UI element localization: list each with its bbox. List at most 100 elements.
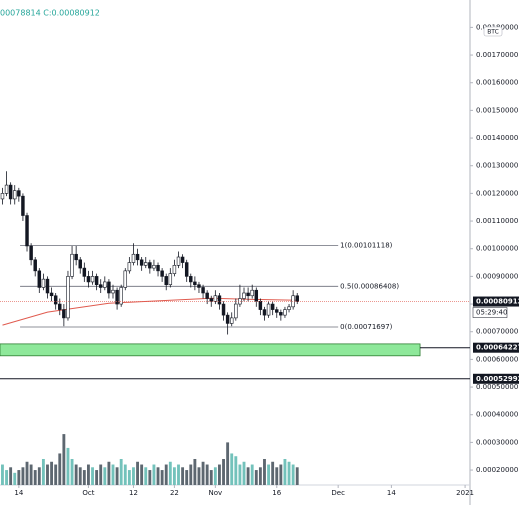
volume-bar xyxy=(136,461,139,485)
volume-bar xyxy=(91,467,94,485)
candle-body xyxy=(0,193,5,200)
volume-bar xyxy=(177,464,180,485)
candle-body xyxy=(103,281,107,288)
volume-bar xyxy=(181,467,185,485)
candle-body xyxy=(168,273,173,285)
volume-bar xyxy=(140,464,144,485)
volume-bar xyxy=(242,461,246,485)
candle-body xyxy=(62,309,66,319)
volume-bar xyxy=(291,464,295,485)
volume-bar xyxy=(152,464,156,485)
x-tick-label: Oct xyxy=(82,489,94,497)
volume-bar xyxy=(82,470,86,485)
candle-body xyxy=(78,259,82,269)
candle-body xyxy=(254,289,259,302)
candle-body xyxy=(135,253,140,261)
volume-bar xyxy=(246,467,250,485)
y-tick-label: 0.00020000 xyxy=(476,466,518,474)
y-tick-label: 0.00110000 xyxy=(476,217,518,225)
candle-body xyxy=(287,306,291,310)
volume-bar xyxy=(250,464,254,485)
candle-body xyxy=(45,278,50,294)
candle-body xyxy=(295,295,299,302)
volume-bar xyxy=(267,464,271,485)
y-tick-label: 0.00100000 xyxy=(476,245,518,253)
countdown-label: 05:29:40 xyxy=(476,309,507,317)
volume-bar xyxy=(144,467,148,485)
volume-bar xyxy=(160,470,164,485)
candle-body xyxy=(242,292,246,299)
volume-bar xyxy=(283,458,287,485)
candle-body xyxy=(53,295,58,305)
volume-bar xyxy=(21,467,25,485)
candle-body xyxy=(70,253,74,277)
candle-body xyxy=(25,215,29,247)
candle-body xyxy=(94,276,99,285)
volume-bar xyxy=(254,470,258,485)
candle-body xyxy=(164,276,168,285)
volume-bar xyxy=(148,470,152,485)
price-label: 0.00064227 xyxy=(476,344,520,352)
volume-bar xyxy=(275,467,279,485)
volume-bar xyxy=(279,464,283,485)
volume-bar xyxy=(74,464,78,485)
volume-bar xyxy=(230,453,234,485)
candle-body xyxy=(8,184,13,200)
volume-bar xyxy=(5,470,8,485)
candle-body xyxy=(184,262,189,277)
volume-bar xyxy=(103,467,107,485)
candle-body xyxy=(283,309,287,316)
candle-body xyxy=(193,281,197,285)
volume-bar xyxy=(41,458,45,485)
volume-bar xyxy=(168,461,172,485)
volume-bar xyxy=(66,447,70,485)
x-tick-label: 16 xyxy=(272,489,281,497)
fib-label: 1(0.00101118) xyxy=(340,242,392,250)
fib-label: 0.5(0.00086408) xyxy=(340,282,399,290)
y-tick-label: 0.00150000 xyxy=(476,106,518,114)
candle-body xyxy=(4,184,9,194)
volume-bar xyxy=(86,464,90,485)
candle-body xyxy=(49,292,54,297)
volume-bar xyxy=(123,464,127,485)
candle-body xyxy=(180,256,185,263)
volume-bar xyxy=(127,470,131,485)
volume-bar xyxy=(209,470,213,485)
candle-body xyxy=(229,317,234,324)
zone xyxy=(0,343,421,357)
price-label: 0.00052992 xyxy=(476,375,520,383)
candle-body xyxy=(115,289,119,305)
volume-bar xyxy=(37,467,41,485)
candle-body xyxy=(74,253,78,261)
volume-bar xyxy=(258,467,262,485)
candle-body xyxy=(123,270,128,288)
volume-bar xyxy=(70,458,74,485)
volume-bar xyxy=(54,464,58,485)
volume-bar xyxy=(218,464,221,485)
candle-body xyxy=(246,292,250,297)
candle-body xyxy=(29,245,33,261)
fib-label: 0(0.00071697) xyxy=(340,323,392,331)
currency-label: BTC xyxy=(487,29,499,36)
candle-body xyxy=(217,295,222,305)
candle-body xyxy=(131,253,136,263)
volume-bar xyxy=(263,458,266,485)
y-tick-label: 0.00090000 xyxy=(476,272,518,280)
volume-bar xyxy=(46,464,49,485)
volume-bar xyxy=(1,464,4,485)
x-tick-label: 14 xyxy=(387,489,396,497)
price-label-box xyxy=(473,342,519,353)
candle-body xyxy=(127,262,132,272)
candle-body xyxy=(160,270,164,277)
volume-bar xyxy=(287,461,291,485)
volume-bar xyxy=(193,458,197,485)
currency-badge xyxy=(483,26,503,37)
candle-body xyxy=(205,292,209,299)
candle-body xyxy=(33,259,37,272)
volume-bar xyxy=(13,472,17,485)
candle-body xyxy=(213,295,218,302)
volume-bar xyxy=(9,467,13,485)
candle-body xyxy=(17,190,21,197)
